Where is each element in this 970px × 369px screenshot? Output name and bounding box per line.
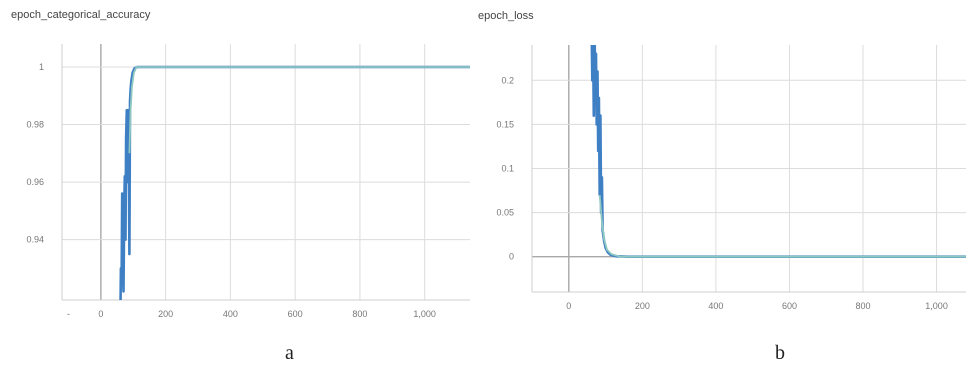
chart-a-x-tick-label: 400: [223, 309, 238, 319]
panel-label-b: b: [775, 342, 785, 364]
chart-b-title: epoch_loss: [478, 10, 534, 22]
chart-a-x-tick-label: 1,000: [413, 309, 436, 319]
chart-a-y-tick-label: 0.96: [26, 177, 44, 187]
chart-b-series-line-0: [590, 45, 966, 258]
chart-a-x-tick-label-extra: -: [67, 309, 70, 319]
chart-a-y-tick-label: 1: [39, 62, 44, 72]
chart-b-x-tick-label: 800: [856, 301, 871, 311]
chart-a-x-tick-label: 600: [288, 309, 303, 319]
chart-a-x-tick-label: 0: [98, 309, 103, 319]
chart-b-x-tick-label: 200: [635, 301, 650, 311]
chart-b-series-line-1: [598, 194, 966, 258]
chart-b-y-tick-label: 0.15: [496, 119, 514, 129]
chart-b-y-tick-label: 0.1: [501, 164, 514, 174]
chart-b-x-tick-label: 400: [708, 301, 723, 311]
chart-a-series-line-1: [128, 66, 470, 154]
chart-a-y-tick-label: 0.94: [26, 235, 44, 245]
chart-a-x-tick-label: 200: [158, 309, 173, 319]
chart-b-y-tick-label: 0.2: [501, 75, 514, 85]
chart-a-x-tick-label: 800: [352, 309, 367, 319]
chart-a-y-tick-label: 0.98: [26, 120, 44, 130]
chart-a-plot: 0 200 400 600 800 1,000 - 0.94 0.96 0.98 1: [26, 44, 470, 319]
chart-b-plot: 0 200 400 600 800 1,000 0 0.05 0.1 0.15 0.2: [496, 45, 966, 311]
chart-b-x-tick-label: 600: [782, 301, 797, 311]
chart-b-y-tick-label: 0.05: [496, 208, 514, 218]
chart-a-title: epoch_categorical_accuracy: [11, 9, 151, 21]
chart-b-x-tick-label: 0: [566, 301, 571, 311]
chart-b-y-tick-label: 0: [509, 252, 514, 262]
chart-b-x-tick-label: 1,000: [925, 301, 948, 311]
panel-label-a: a: [285, 342, 294, 364]
